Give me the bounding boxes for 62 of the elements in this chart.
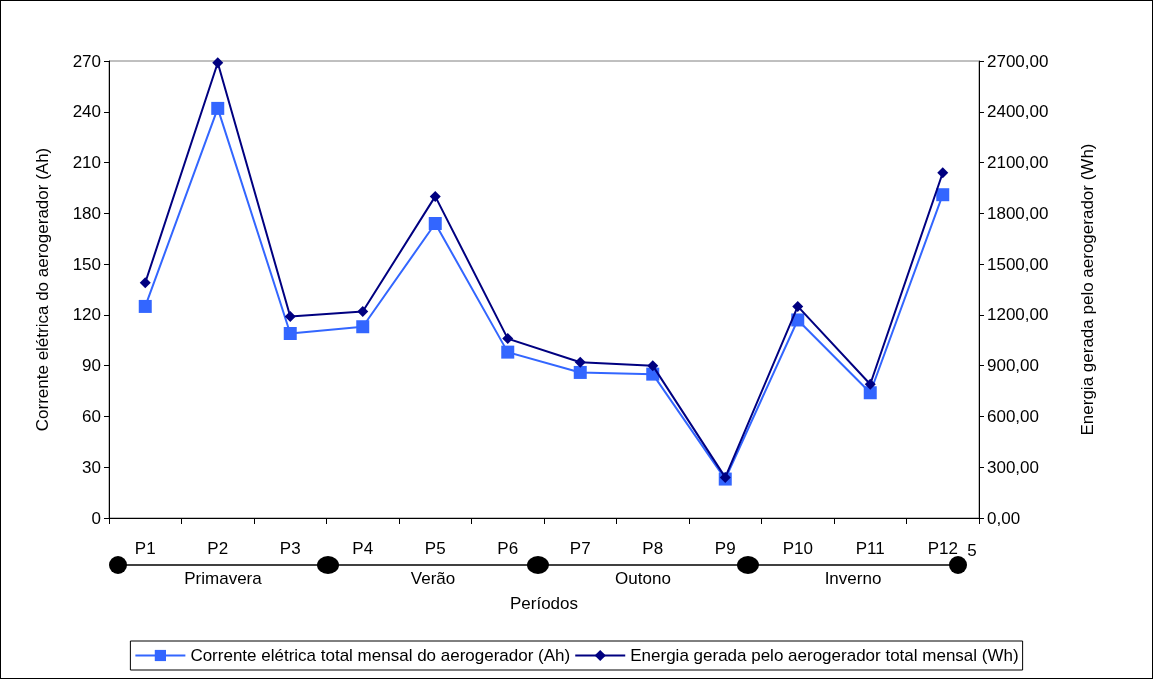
y-tick-label: 60	[82, 406, 101, 426]
x-tick-label: P12	[927, 539, 958, 558]
y2-tick-label: 2400,00	[987, 102, 1049, 122]
text: Primavera	[184, 569, 263, 588]
x-tick-label: P6	[497, 539, 519, 558]
point	[937, 167, 949, 179]
point	[284, 311, 296, 323]
y-tick-label: 180	[72, 203, 101, 223]
x-tick-label: P4	[352, 539, 374, 558]
point	[573, 365, 587, 379]
point	[647, 360, 659, 372]
text: Outono	[615, 569, 671, 588]
point	[356, 320, 370, 334]
y-tick-label: 30	[82, 457, 101, 477]
x-axis-title: Períodos	[509, 594, 579, 613]
text: Inverno	[824, 569, 882, 588]
point	[863, 386, 877, 400]
x-tick-label: P2	[207, 539, 229, 558]
y2-tick-label: 300,00	[987, 457, 1039, 477]
x-tick-label: P9	[714, 539, 736, 558]
x-tick-label: P1	[134, 539, 156, 558]
y2-tick-label: 1800,00	[987, 203, 1049, 223]
point	[283, 327, 297, 341]
x-tick-label: P8	[642, 539, 664, 558]
y2-axis-title: Energia gerada pelo aerogerador (Wh)	[1078, 143, 1097, 436]
y2-tick-label: 1200,00	[987, 305, 1049, 325]
y-tick-label: 240	[72, 102, 101, 122]
y2-tick-label: 600,00	[987, 406, 1039, 426]
x-tick-label: P3	[279, 539, 301, 558]
x-tick-label: P11	[855, 539, 885, 558]
y-tick-label: 150	[72, 254, 101, 274]
y2-tick-label: 2700,00	[987, 51, 1049, 71]
x-tick-label: P10	[782, 539, 813, 558]
point	[211, 101, 225, 115]
point	[792, 300, 804, 312]
point	[357, 306, 369, 317]
x-tick-label: P7	[569, 539, 591, 558]
point	[429, 190, 441, 202]
y2-tick-label: 900,00	[987, 356, 1039, 376]
point	[212, 57, 224, 69]
x-tick-label: P5	[424, 539, 446, 558]
point	[501, 345, 515, 359]
point	[138, 299, 152, 313]
point	[936, 188, 950, 202]
text: 5	[967, 541, 977, 560]
point	[428, 216, 442, 230]
y-axis-title: Corrente elétrica do aerogerador (Ah)	[33, 147, 52, 432]
y-tick-label: 120	[72, 305, 101, 325]
y-tick-label: 0	[91, 508, 101, 528]
legend-label: Energia gerada pelo aerogerador total mensal (Wh)	[630, 646, 1019, 665]
text: Verão	[410, 569, 456, 588]
point	[139, 277, 151, 289]
y-tick-label: 90	[82, 356, 101, 376]
y2-tick-label: 1500,00	[987, 254, 1049, 274]
point	[574, 356, 586, 368]
point	[864, 378, 876, 390]
y-tick-label: 210	[72, 153, 101, 173]
y2-tick-label: 0,00	[987, 508, 1021, 528]
y2-tick-label: 2100,00	[987, 153, 1049, 173]
y-tick-label: 270	[72, 51, 101, 71]
legend-label: Corrente elétrica total mensal do aerogerador (Ah)	[190, 646, 571, 665]
point	[502, 333, 514, 345]
